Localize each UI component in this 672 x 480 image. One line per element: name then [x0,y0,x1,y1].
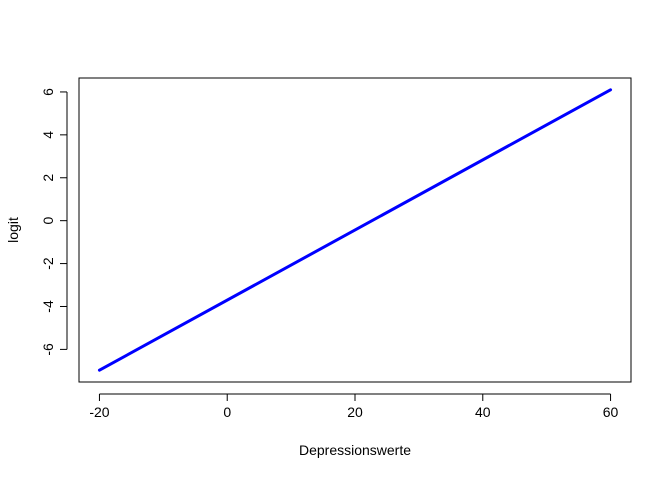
y-tick-label: -6 [40,343,56,356]
y-tick-label: -2 [40,257,56,270]
x-tick-label: -20 [89,404,109,420]
y-tick-label: 6 [40,88,56,96]
x-tick-label: 40 [475,404,491,420]
x-tick-label: 20 [347,404,363,420]
y-tick-label: 2 [40,174,56,182]
plot-frame [78,77,632,383]
y-tick-label: -4 [40,300,56,313]
y-tick-label: 0 [40,217,56,225]
x-axis: -20 0 20 40 60 [89,393,619,420]
x-tick-label: 60 [603,404,619,420]
x-axis-title: Depressionswerte [299,442,411,458]
series-line [97,88,613,372]
y-tick-label: 4 [40,131,56,139]
series-layer [97,88,613,372]
x-tick-label: 0 [223,404,231,420]
y-axis-title: logit [5,217,21,243]
y-axis: -6 -4 -2 0 2 4 6 [40,88,68,356]
